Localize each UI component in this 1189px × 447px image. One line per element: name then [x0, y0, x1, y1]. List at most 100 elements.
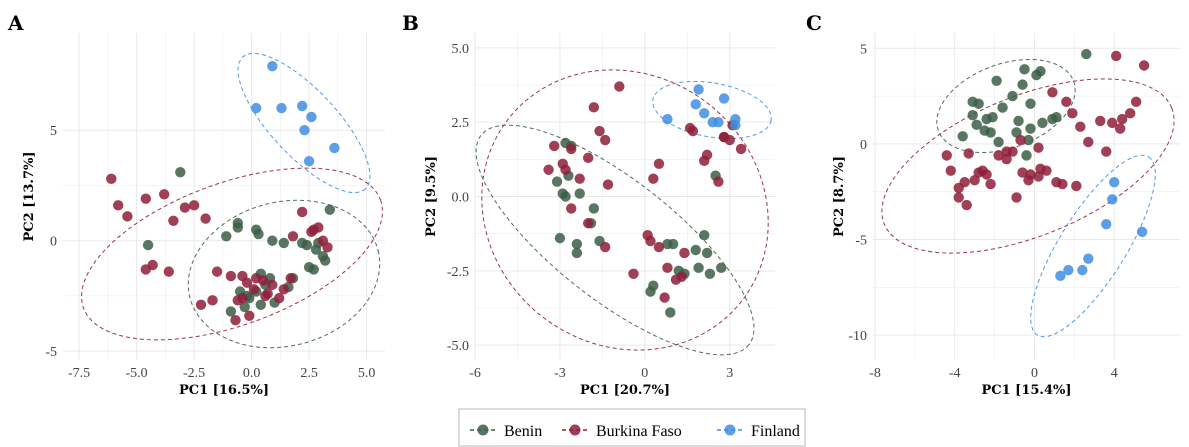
y-tick-label: 0.0 — [452, 191, 470, 206]
legend-frame — [458, 408, 806, 447]
point-burkina-faso — [1035, 163, 1046, 174]
point-benin — [993, 136, 1004, 148]
point-burkina-faso — [961, 199, 972, 211]
x-tick-label: 0 — [641, 366, 648, 381]
point-burkina-faso — [1071, 180, 1082, 192]
point-benin — [142, 239, 154, 251]
point-burkina-faso — [285, 273, 296, 284]
panel-letter: B — [402, 11, 419, 35]
point-burkina-faso — [735, 143, 747, 155]
y-axis-title: PC2 [8.7%] — [832, 156, 847, 237]
point-burkina-faso — [1025, 169, 1036, 180]
point-burkina-faso — [653, 241, 665, 253]
ellipse-finland — [1030, 154, 1156, 338]
point-benin — [645, 286, 656, 297]
point-finland — [1063, 264, 1074, 276]
x-tick-label: -4 — [949, 366, 961, 381]
point-burkina-faso — [713, 176, 724, 187]
x-tick-label: -6 — [469, 366, 481, 381]
x-tick-label: -7.5 — [68, 366, 90, 381]
x-tick-label: -5.0 — [126, 366, 148, 381]
point-burkina-faso — [207, 295, 218, 306]
point-burkina-faso — [113, 200, 124, 211]
point-burkina-faso — [599, 134, 611, 146]
point-burkina-faso — [179, 202, 191, 213]
point-benin — [297, 237, 308, 249]
point-burkina-faso — [941, 150, 952, 161]
panel-B: B -6 -3 0 3 -5.0 -2.5 0.0 2.5 5.0 PC1 [20.7%] PC2 [… — [402, 11, 775, 398]
point-burkina-faso — [159, 189, 170, 200]
point-benin — [957, 131, 968, 142]
point-benin — [1081, 48, 1092, 60]
y-tick-label: -5 — [45, 345, 57, 360]
point-finland — [306, 111, 317, 123]
point-finland — [1077, 264, 1088, 276]
y-tick-label: 5 — [860, 42, 867, 57]
point-burkina-faso — [718, 131, 730, 143]
point-benin — [1047, 113, 1058, 125]
point-burkina-faso — [985, 178, 996, 190]
point-finland — [303, 155, 315, 167]
point-benin — [997, 102, 1008, 113]
point-burkina-faso — [195, 299, 207, 310]
point-benin — [1011, 127, 1022, 138]
point-burkina-faso — [653, 158, 665, 169]
point-benin — [973, 98, 984, 109]
point-benin — [303, 262, 315, 273]
point-burkina-faso — [1001, 146, 1012, 157]
point-burkina-faso — [200, 213, 211, 224]
point-burkina-faso — [267, 279, 278, 291]
point-benin — [987, 111, 998, 123]
point-burkina-faso — [241, 277, 253, 288]
ellipse-benin — [475, 124, 755, 356]
point-benin — [278, 237, 289, 249]
point-burkina-faso — [1001, 154, 1012, 165]
x-tick-label: 5.0 — [358, 366, 376, 381]
point-burkina-faso — [1075, 121, 1086, 132]
point-finland — [1083, 253, 1094, 264]
point-finland — [329, 142, 340, 154]
point-burkina-faso — [211, 266, 223, 277]
point-benin — [1037, 117, 1048, 129]
legend: Benin Burkina Faso Finland — [458, 408, 806, 447]
point-burkina-faso — [225, 270, 237, 282]
point-benin — [253, 228, 264, 240]
point-benin — [701, 247, 713, 259]
point-burkina-faso — [1124, 108, 1136, 119]
point-finland — [276, 102, 287, 114]
point-benin — [588, 203, 600, 214]
ellipse-burkina-faso — [481, 69, 769, 351]
ellipse-finland — [652, 80, 772, 140]
x-tick-label: 2.5 — [300, 366, 318, 381]
point-burkina-faso — [993, 150, 1004, 161]
point-burkina-faso — [1057, 178, 1068, 190]
point-burkina-faso — [1017, 167, 1028, 178]
x-tick-label: 0 — [1031, 366, 1038, 381]
point-benin — [255, 299, 266, 310]
point-benin — [239, 301, 250, 313]
point-burkina-faso — [648, 173, 659, 184]
point-finland — [718, 93, 730, 104]
point-burkina-faso — [1138, 60, 1150, 71]
panel-C: C -8 -4 0 4 -10 -5 0 5 PC1 [15.4%] PC2 [8.7%] — [806, 11, 1180, 398]
point-benin — [662, 238, 673, 250]
ellipse-finland — [237, 52, 371, 194]
panel-letter: A — [7, 11, 24, 35]
point-burkina-faso — [1116, 113, 1128, 125]
point-burkina-faso — [628, 268, 639, 279]
ellipse-burkina-faso — [81, 167, 383, 341]
point-burkina-faso — [308, 224, 319, 235]
point-burkina-faso — [679, 247, 690, 259]
point-finland — [251, 102, 262, 114]
point-burkina-faso — [248, 284, 260, 295]
point-burkina-faso — [583, 152, 594, 164]
point-burkina-faso — [659, 292, 670, 303]
point-burkina-faso — [168, 215, 179, 227]
point-burkina-faso — [230, 315, 241, 326]
y-tick-label: -10 — [848, 329, 867, 344]
panel-A: A -7.5 -5.0 -2.5 0.0 2.5 5.0 -5 0 5 PC1 [16.5%] PC2… — [7, 11, 385, 398]
point-benin — [1017, 79, 1028, 90]
point-benin — [571, 247, 583, 259]
point-burkina-faso — [1061, 96, 1072, 108]
point-finland — [662, 114, 673, 125]
